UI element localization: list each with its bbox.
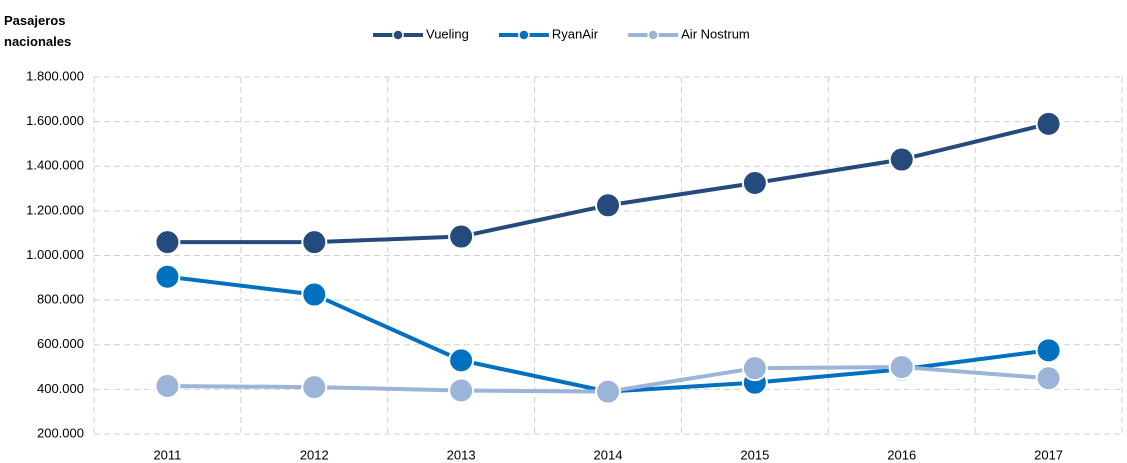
series-line bbox=[167, 274, 1049, 394]
y-tick-label: 1.200.000 bbox=[26, 202, 84, 217]
data-point bbox=[888, 354, 915, 381]
x-tick-label: 2016 bbox=[887, 447, 916, 462]
data-point bbox=[1035, 337, 1062, 364]
legend-dot bbox=[392, 29, 404, 41]
data-point bbox=[301, 229, 328, 256]
y-tick-label: 800.000 bbox=[37, 292, 84, 307]
legend-dot bbox=[518, 29, 530, 41]
data-point bbox=[741, 355, 768, 382]
data-point bbox=[1035, 365, 1062, 392]
data-point bbox=[448, 377, 475, 404]
data-point bbox=[595, 378, 621, 405]
legend-label: Air Nostrum bbox=[681, 26, 750, 41]
x-tick-label: 2014 bbox=[594, 447, 623, 462]
x-tick-label: 2013 bbox=[447, 447, 476, 462]
y-tick-label: 600.000 bbox=[37, 336, 84, 351]
y-tick-label: 400.000 bbox=[37, 381, 84, 396]
legend-label: RyanAir bbox=[552, 26, 599, 41]
data-point bbox=[888, 146, 915, 173]
legend-label: Vueling bbox=[426, 26, 469, 41]
data-point bbox=[448, 347, 475, 374]
x-tick-label: 2011 bbox=[153, 447, 181, 462]
x-tick-label: 2015 bbox=[740, 447, 769, 462]
y-tick-label: 1.600.000 bbox=[26, 113, 84, 128]
data-point bbox=[741, 169, 768, 196]
data-point bbox=[301, 281, 328, 308]
data-point bbox=[1035, 110, 1062, 137]
y-tick-label: 1.800.000 bbox=[26, 68, 84, 83]
data-point bbox=[154, 263, 181, 290]
data-point bbox=[595, 192, 621, 219]
series-line bbox=[167, 121, 1050, 245]
y-tick-label: 1.400.000 bbox=[26, 158, 84, 173]
data-point bbox=[301, 374, 328, 401]
x-tick-label: 2017 bbox=[1034, 447, 1063, 462]
data-point bbox=[154, 373, 181, 400]
chart-title: Pasajeros nacionales bbox=[4, 13, 72, 49]
y-tick-label: 200.000 bbox=[37, 425, 84, 440]
data-point bbox=[448, 223, 475, 250]
x-tick-label: 2012 bbox=[300, 447, 329, 462]
data-point bbox=[154, 229, 181, 256]
y-tick-label: 1.000.000 bbox=[26, 247, 84, 262]
legend-dot bbox=[647, 29, 659, 41]
